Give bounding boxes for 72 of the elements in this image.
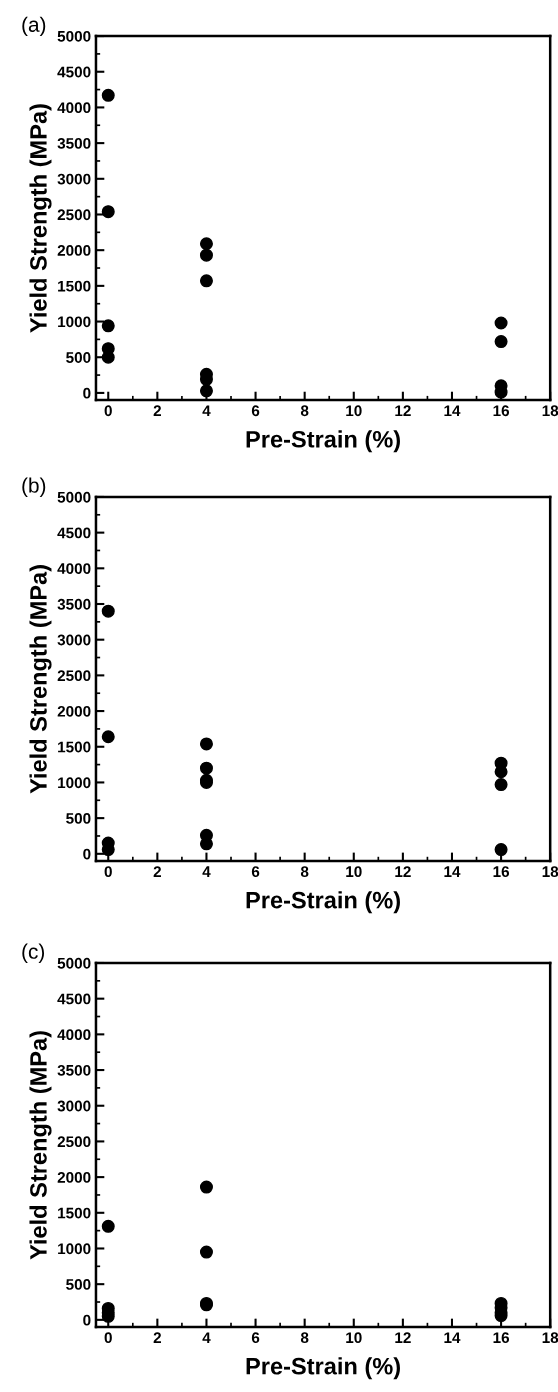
y-tick-label: 4000 bbox=[57, 102, 91, 114]
x-tick-label: 2 bbox=[153, 405, 161, 416]
x-tick-label: 0 bbox=[104, 1332, 112, 1344]
x-tick-label: 2 bbox=[153, 1332, 161, 1343]
y-tick-label: 3500 bbox=[57, 598, 91, 610]
x-tick-label: 12 bbox=[395, 1332, 411, 1343]
x-tick-label: 2 bbox=[153, 866, 161, 877]
y-axis-title: Yield Strength (MPa) bbox=[29, 1031, 52, 1260]
y-tick-label: 3000 bbox=[57, 634, 91, 646]
y-tick-label: 1500 bbox=[58, 280, 91, 292]
x-tick-label: 6 bbox=[251, 866, 260, 878]
y-tick-label: 0 bbox=[83, 387, 91, 399]
x-tick-label: 18 bbox=[542, 1332, 558, 1344]
x-tick-label: 0 bbox=[104, 405, 112, 417]
x-tick-label: 10 bbox=[346, 866, 362, 878]
y-tick-label: 4500 bbox=[57, 66, 91, 78]
y-tick-label: 5000 bbox=[57, 30, 91, 42]
y-tick-label: 4000 bbox=[57, 563, 91, 574]
x-tick-label: 4 bbox=[202, 1332, 211, 1343]
x-axis-title: Pre-Strain (%) bbox=[246, 430, 400, 453]
x-tick-label: 8 bbox=[300, 866, 309, 878]
x-tick-label: 14 bbox=[444, 405, 461, 416]
y-tick-label: 1000 bbox=[58, 316, 91, 328]
y-tick-label: 500 bbox=[66, 1279, 91, 1290]
x-tick-label: 16 bbox=[493, 405, 510, 417]
y-axis-title: Yield Strength (MPa) bbox=[29, 104, 52, 333]
x-tick-label: 8 bbox=[300, 1332, 309, 1344]
y-tick-label: 1500 bbox=[58, 1207, 91, 1219]
x-tick-label: 14 bbox=[444, 1332, 461, 1343]
y-tick-label: 2000 bbox=[57, 1171, 91, 1183]
x-tick-label: 6 bbox=[251, 1332, 260, 1344]
text: (a) bbox=[22, 16, 46, 37]
y-tick-label: 2500 bbox=[57, 1136, 91, 1148]
x-tick-label: 4 bbox=[202, 866, 211, 877]
y-tick-label: 5000 bbox=[57, 491, 91, 503]
x-tick-label: 14 bbox=[444, 866, 461, 877]
y-tick-label: 4500 bbox=[57, 527, 91, 539]
x-tick-label: 18 bbox=[542, 866, 558, 878]
x-axis-title: Pre-Strain (%) bbox=[246, 891, 400, 914]
y-tick-label: 2000 bbox=[57, 245, 91, 256]
x-tick-label: 6 bbox=[251, 405, 260, 417]
y-tick-label: 3500 bbox=[57, 137, 91, 149]
text: (c) bbox=[22, 943, 45, 963]
x-tick-label: 0 bbox=[104, 866, 112, 878]
y-axis-title: Yield Strength (MPa) bbox=[29, 565, 52, 794]
x-tick-label: 18 bbox=[542, 405, 558, 417]
x-tick-label: 4 bbox=[202, 405, 211, 416]
x-tick-label: 12 bbox=[395, 405, 411, 416]
y-tick-label: 3500 bbox=[57, 1064, 91, 1076]
y-tick-label: 0 bbox=[83, 848, 91, 860]
x-tick-label: 16 bbox=[493, 866, 510, 878]
y-tick-label: 1000 bbox=[58, 777, 91, 789]
y-tick-label: 5000 bbox=[57, 957, 91, 969]
x-tick-label: 10 bbox=[346, 1332, 362, 1344]
y-tick-label: 4500 bbox=[57, 993, 91, 1005]
y-tick-label: 2500 bbox=[57, 209, 91, 221]
y-tick-label: 4000 bbox=[57, 1029, 91, 1041]
text: (b) bbox=[22, 477, 46, 497]
y-tick-label: 1500 bbox=[58, 741, 91, 753]
y-tick-label: 500 bbox=[66, 813, 91, 824]
x-axis-title: Pre-Strain (%) bbox=[246, 1357, 400, 1380]
x-tick-label: 16 bbox=[493, 1332, 510, 1344]
y-tick-label: 500 bbox=[66, 352, 91, 363]
y-tick-label: 1000 bbox=[58, 1243, 91, 1255]
y-tick-label: 2000 bbox=[57, 705, 91, 717]
y-tick-label: 3000 bbox=[57, 173, 91, 185]
x-tick-label: 8 bbox=[300, 405, 309, 417]
y-tick-label: 0 bbox=[83, 1314, 91, 1326]
x-tick-label: 10 bbox=[346, 405, 362, 417]
y-tick-label: 2500 bbox=[57, 670, 91, 682]
y-tick-label: 3000 bbox=[57, 1100, 91, 1112]
x-tick-label: 12 bbox=[395, 866, 411, 877]
